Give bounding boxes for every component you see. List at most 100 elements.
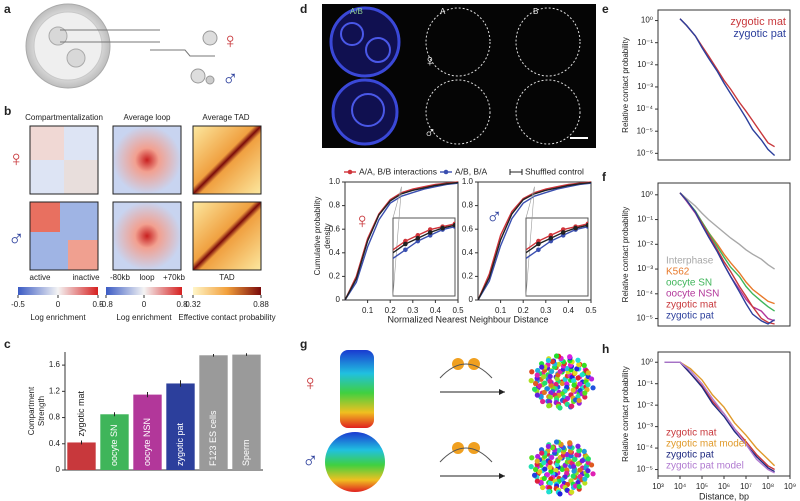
legend-marker — [443, 169, 449, 175]
legend-label: oocyte SN — [666, 278, 712, 289]
polymer-bead — [576, 483, 582, 490]
polymer-bead — [549, 454, 555, 461]
axis-label: +70kb — [163, 273, 186, 282]
y-tick-label: 0.8 — [329, 201, 341, 210]
legend-label: Interphase — [666, 256, 714, 267]
inset — [393, 221, 455, 260]
category-label: Sperm — [241, 439, 251, 466]
polymer-bead — [581, 362, 587, 369]
y-tick-label: 0.4 — [462, 248, 474, 257]
heatmaps — [29, 125, 262, 271]
polymer-bead — [585, 468, 591, 474]
y-axis-label: Compartment — [27, 386, 36, 435]
polymer-bead — [553, 353, 560, 359]
colorbar-tick-label: 0.88 — [253, 300, 269, 309]
series-line — [477, 182, 592, 301]
polymer-bead — [564, 365, 570, 372]
polymer-models — [325, 350, 596, 497]
x-tick-label: 10⁵ — [696, 482, 708, 491]
legend-label: A/A, B/B interactions — [359, 166, 437, 176]
polymer-bead — [532, 466, 539, 473]
x-tick-label: 10³ — [652, 482, 664, 491]
plot-frame — [477, 181, 592, 301]
inset-marker — [536, 241, 541, 247]
y-tick-label: 1.0 — [462, 177, 474, 186]
polymer-bead — [571, 377, 577, 384]
series-line — [679, 192, 775, 325]
x-tick-label: 10⁹ — [784, 482, 796, 491]
inset-marker — [585, 222, 588, 228]
polymer-bead — [547, 459, 553, 465]
y-tick-label: 0.2 — [329, 272, 341, 281]
bar — [67, 442, 96, 470]
polymer-bead — [553, 381, 559, 388]
polymer-bead — [539, 450, 545, 456]
series-line — [526, 224, 588, 254]
plot-frame — [657, 182, 791, 327]
inset-marker — [560, 230, 566, 235]
x-tick-label: 0.2 — [518, 306, 530, 315]
series-line — [526, 226, 588, 260]
y-axis-label: Relative contact probability — [621, 366, 630, 462]
polymer-bead — [570, 387, 576, 393]
series-line — [679, 192, 775, 270]
panel-label: a — [4, 2, 11, 16]
y-tick-label: 0.6 — [462, 224, 474, 233]
inset-connector — [525, 186, 535, 297]
y-tick-label: 10⁻⁵ — [637, 465, 653, 474]
legend-label: zygotic pat — [733, 28, 786, 40]
y-tick-label: 10⁻² — [637, 400, 653, 409]
series-line — [393, 226, 455, 260]
female-symbol: ♀ — [222, 28, 239, 53]
column-title: Average loop — [124, 113, 172, 122]
polymer-bead — [541, 475, 547, 482]
x-tick-label: 10⁷ — [740, 482, 752, 491]
column-title: Compartmentalization — [25, 113, 103, 122]
inset-marker — [536, 247, 541, 253]
polymer-bead — [585, 370, 591, 376]
polymer-bead — [541, 460, 547, 466]
inset-marker — [440, 225, 445, 231]
colorbar-tick-label: 0 — [56, 300, 61, 309]
panel-label: f — [602, 170, 607, 184]
series-line — [344, 182, 459, 301]
polymer-bead — [549, 445, 555, 451]
y-axis-label: Relative contact probability — [621, 37, 630, 133]
panel-label: b — [4, 104, 11, 118]
polymer-bead — [539, 364, 545, 370]
polymer-bead — [576, 362, 582, 368]
polymer-bead — [535, 453, 541, 460]
legend-label: zygotic pat — [666, 311, 714, 322]
y-tick-label: 10⁻³ — [637, 422, 653, 431]
y-tick-label: 1.2 — [49, 386, 61, 395]
y-tick-label: 10⁰ — [641, 190, 653, 199]
polymer-bead — [571, 463, 577, 470]
x-tick-label: 0.3 — [540, 306, 552, 315]
inset — [526, 221, 588, 260]
y-tick-label: 10⁻⁴ — [636, 289, 653, 298]
polymer-bead — [540, 484, 546, 491]
x-tick-label: 10⁶ — [718, 482, 730, 491]
polymer-bead — [574, 366, 580, 372]
polymer-bead — [572, 370, 578, 376]
series-line — [477, 181, 592, 301]
legend-label: zygotic pat model — [666, 461, 744, 472]
series-line — [664, 361, 775, 474]
series-line — [477, 181, 592, 301]
y-tick-label: 10⁻⁵ — [637, 314, 653, 323]
colorbar-tick-label: -0.8 — [99, 300, 113, 309]
legend-label: zygotic mat — [666, 300, 717, 311]
x-axis-label: Distance, bp — [699, 491, 749, 501]
polymer-bead — [576, 397, 582, 404]
bar — [166, 383, 195, 470]
x-tick-label: 0.4 — [563, 306, 575, 315]
y-tick-label: 10⁻⁴ — [636, 104, 653, 113]
polymer-bead — [542, 466, 548, 472]
polymer-bead — [547, 464, 553, 470]
bar — [100, 414, 129, 470]
x-tick-label: 0.1 — [362, 306, 374, 315]
colorbar-tick-label: 0.5 — [92, 300, 104, 309]
microscopy — [322, 4, 596, 148]
x-axis-label: Normalized Nearest Neighbour Distance — [387, 314, 548, 324]
polymer-bead — [531, 386, 538, 392]
